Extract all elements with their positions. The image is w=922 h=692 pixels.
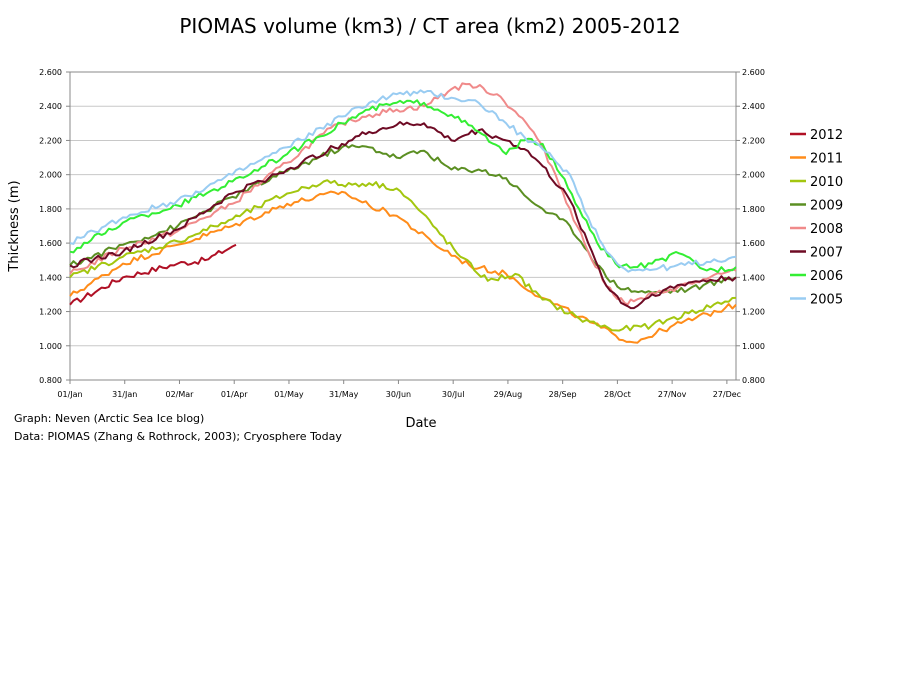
series-line-2005: [69, 89, 737, 273]
x-tick-label: 31/Jan: [112, 390, 137, 399]
x-tick-label: 30/Jul: [442, 390, 465, 399]
chart-title: PIOMAS volume (km3) / CT area (km2) 2005…: [179, 14, 680, 38]
y-tick-label: 2.200: [39, 136, 62, 145]
y-tick-label-right: 2.400: [742, 102, 765, 111]
y-tick-label-right: 1.200: [742, 308, 765, 317]
x-axis: 01/Jan 31/Jan 02/Mar 01/Apr 01/May 31/May 30/J…: [57, 380, 741, 399]
legend-label-2007: 2007: [810, 246, 843, 261]
legend-label-2009: 2009: [810, 199, 843, 214]
y-tick-label: 1.200: [39, 308, 62, 317]
y-tick-label: 1.000: [39, 342, 62, 351]
x-tick-label: 01/Apr: [221, 390, 248, 399]
legend: 2012 2011 2010 2009 2008 2007 2006 2005: [790, 128, 843, 308]
legend-label-2012: 2012: [810, 128, 843, 143]
series-line-2006: [69, 99, 737, 273]
y-axis-right: 0.800 1.000 1.200 1.400 1.600 1.800 2.000 2.200…: [736, 68, 765, 385]
legend-label-2008: 2008: [810, 222, 843, 237]
y-axis-label: Thickness (m): [7, 180, 22, 272]
x-tick-label: 01/May: [274, 390, 304, 399]
y-tick-label-right: 0.800: [742, 376, 765, 385]
x-tick-label: 02/Mar: [165, 390, 194, 399]
series-line-2012: [69, 243, 237, 306]
y-tick-label: 2.000: [39, 171, 62, 180]
credit-graph: Graph: Neven (Arctic Sea Ice blog): [14, 412, 204, 425]
x-axis-label: Date: [405, 416, 436, 431]
y-axis-left: 0.800 1.000 1.200 1.400 1.600 1.800 2.000 2.200…: [39, 68, 70, 385]
y-tick-label: 1.600: [39, 239, 62, 248]
legend-label-2006: 2006: [810, 269, 843, 284]
x-tick-label: 31/May: [329, 390, 359, 399]
y-tick-label-right: 1.000: [742, 342, 765, 351]
x-tick-label: 01/Jan: [57, 390, 82, 399]
y-tick-label-right: 1.400: [742, 273, 765, 282]
y-tick-label: 2.600: [39, 68, 62, 77]
x-tick-label: 28/Oct: [604, 390, 631, 399]
x-tick-label: 27/Nov: [658, 390, 687, 399]
y-tick-label: 1.400: [39, 273, 62, 282]
legend-label-2010: 2010: [810, 175, 843, 190]
series-line-2009: [69, 144, 737, 294]
credit-data: Data: PIOMAS (Zhang & Rothrock, 2003); C…: [14, 430, 342, 443]
y-tick-label-right: 2.600: [742, 68, 765, 77]
y-tick-label-right: 1.600: [742, 239, 765, 248]
x-tick-label: 27/Dec: [713, 390, 741, 399]
plot-frame: [69, 71, 737, 381]
series-line-2010: [69, 179, 737, 332]
y-tick-label-right: 1.800: [742, 205, 765, 214]
series-line-2011: [69, 190, 737, 344]
legend-label-2005: 2005: [810, 293, 843, 308]
y-tick-label-right: 2.000: [742, 171, 765, 180]
y-tick-label: 1.800: [39, 205, 62, 214]
series-line-2007: [69, 121, 737, 310]
x-tick-label: 30/Jun: [386, 390, 411, 399]
y-tick-label-right: 2.200: [742, 136, 765, 145]
series-lines: [69, 82, 737, 344]
x-tick-label: 29/Aug: [494, 390, 523, 399]
y-tick-label: 0.800: [39, 376, 62, 385]
x-tick-label: 28/Sep: [549, 390, 577, 399]
y-tick-label: 2.400: [39, 102, 62, 111]
legend-label-2011: 2011: [810, 152, 843, 167]
